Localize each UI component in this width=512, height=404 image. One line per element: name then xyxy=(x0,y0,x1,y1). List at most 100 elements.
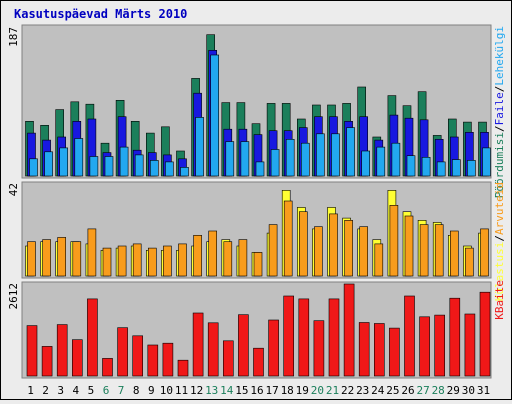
x-tick-label-day-10: 10 xyxy=(160,384,173,397)
middle-legend: Külastusi/Arvuteid xyxy=(493,182,506,301)
top-bar-pages-day-31 xyxy=(482,147,491,177)
top-bar-pages-day-23 xyxy=(361,150,371,177)
top-bar-pages-day-5 xyxy=(89,156,99,177)
x-tick-label-day-21: 21 xyxy=(326,384,339,397)
top-bar-pages-day-22 xyxy=(346,127,355,177)
x-tick-label-day-1: 1 xyxy=(27,384,34,397)
top-legend-item-3: / xyxy=(493,125,506,132)
x-tick-label-day-4: 4 xyxy=(72,384,79,397)
bottom-bar-kbytes-day-14 xyxy=(223,340,234,377)
x-tick-label-day-16: 16 xyxy=(250,384,263,397)
bottom-bar-kbytes-day-25 xyxy=(389,327,400,377)
x-tick-label-day-26: 26 xyxy=(401,384,414,397)
middle-legend-item-2: Külastusi xyxy=(493,242,506,302)
bottom-panel-max-label: 2612 xyxy=(7,283,20,310)
bottom-bar-kbytes-day-27 xyxy=(419,316,430,377)
x-tick-label-day-19: 19 xyxy=(296,384,309,397)
x-tick-label-day-6: 6 xyxy=(103,384,110,397)
middle-legend-item-0: Arvuteid xyxy=(493,182,506,235)
middle-bar-visitors-day-4 xyxy=(72,241,82,277)
bottom-bar-kbytes-day-8 xyxy=(132,335,143,377)
bottom-legend-item-0: KBaite xyxy=(493,280,506,320)
top-bar-pages-day-19 xyxy=(300,142,310,177)
x-tick-label-day-18: 18 xyxy=(281,384,294,397)
top-bar-pages-day-15 xyxy=(240,141,250,177)
x-tick-label-day-28: 28 xyxy=(432,384,445,397)
x-tick-label-day-2: 2 xyxy=(42,384,49,397)
top-bar-pages-day-17 xyxy=(270,149,280,177)
bottom-bar-kbytes-day-20 xyxy=(313,320,325,377)
middle-bar-visitors-day-31 xyxy=(480,228,489,277)
bottom-bar-kbytes-day-21 xyxy=(328,298,340,377)
x-tick-label-day-13: 13 xyxy=(205,384,218,397)
middle-bar-visitors-day-21 xyxy=(329,213,338,277)
bottom-bar-kbytes-day-9 xyxy=(147,344,159,377)
middle-bar-visitors-day-15 xyxy=(238,239,248,277)
x-tick-label-day-15: 15 xyxy=(235,384,248,397)
bottom-bar-kbytes-day-28 xyxy=(434,314,446,377)
top-legend-item-2: Faile xyxy=(493,92,506,125)
top-bar-pages-day-29 xyxy=(451,159,461,177)
top-bar-pages-day-25 xyxy=(391,142,401,177)
bottom-bar-kbytes-day-23 xyxy=(358,322,370,377)
top-bar-pages-day-14 xyxy=(225,141,235,177)
top-bar-pages-day-30 xyxy=(467,160,476,177)
middle-bar-visitors-day-1 xyxy=(27,241,36,277)
middle-bar-visitors-day-27 xyxy=(419,224,429,277)
x-tick-label-day-27: 27 xyxy=(416,384,429,397)
x-tick-label-day-12: 12 xyxy=(190,384,203,397)
bottom-bar-kbytes-day-24 xyxy=(373,323,385,377)
middle-bar-visitors-day-24 xyxy=(374,243,384,277)
middle-bar-visitors-day-14 xyxy=(223,241,233,277)
top-bar-pages-day-21 xyxy=(331,133,340,177)
top-bar-pages-day-16 xyxy=(255,161,265,177)
bottom-bar-kbytes-day-17 xyxy=(268,319,279,377)
middle-bar-visitors-day-3 xyxy=(57,237,67,277)
middle-bar-visitors-day-25 xyxy=(389,205,399,277)
top-bar-pages-day-7 xyxy=(119,146,129,177)
x-tick-label-day-23: 23 xyxy=(356,384,369,397)
middle-bar-visitors-day-18 xyxy=(283,200,293,277)
middle-bar-visitors-day-9 xyxy=(148,247,157,277)
bottom-bar-kbytes-day-22 xyxy=(343,283,355,377)
middle-bar-visitors-day-12 xyxy=(193,235,202,277)
middle-legend-item-1: / xyxy=(493,235,506,242)
top-bar-pages-day-27 xyxy=(421,157,431,177)
bottom-bar-kbytes-day-16 xyxy=(253,347,264,377)
top-panel-max-label: 187 xyxy=(7,27,20,47)
middle-bar-visitors-day-8 xyxy=(132,243,142,277)
top-bar-pages-day-12 xyxy=(195,117,204,177)
x-tick-label-day-7: 7 xyxy=(118,384,125,397)
middle-bar-visitors-day-23 xyxy=(359,226,369,277)
top-bar-pages-day-18 xyxy=(285,139,295,177)
x-tick-label-day-29: 29 xyxy=(447,384,460,397)
top-bar-pages-day-8 xyxy=(134,154,144,177)
middle-bar-visitors-day-10 xyxy=(163,245,172,277)
top-bar-pages-day-10 xyxy=(165,161,174,177)
top-legend-item-4: Pöördumisi xyxy=(493,132,506,198)
x-tick-label-day-31: 31 xyxy=(477,384,490,397)
bottom-bar-kbytes-day-5 xyxy=(87,298,98,377)
x-tick-label-day-30: 30 xyxy=(462,384,475,397)
bottom-bar-kbytes-day-29 xyxy=(449,297,461,377)
bottom-bar-kbytes-day-1 xyxy=(26,325,38,377)
x-tick-label-day-17: 17 xyxy=(265,384,278,397)
middle-bar-visitors-day-2 xyxy=(42,239,51,277)
bottom-bar-kbytes-day-6 xyxy=(102,358,113,377)
bottom-bar-kbytes-day-15 xyxy=(238,314,249,377)
bottom-bar-kbytes-day-3 xyxy=(56,324,68,377)
bottom-bar-kbytes-day-26 xyxy=(404,295,415,377)
bottom-bar-kbytes-day-13 xyxy=(207,322,219,377)
top-bar-pages-day-20 xyxy=(316,133,325,177)
bottom-bar-kbytes-day-11 xyxy=(177,359,189,377)
x-tick-label-day-5: 5 xyxy=(88,384,95,397)
middle-bar-visitors-day-30 xyxy=(465,247,474,277)
x-tick-label-day-9: 9 xyxy=(148,384,155,397)
top-bar-pages-day-4 xyxy=(74,138,84,177)
middle-bar-visitors-day-29 xyxy=(449,230,459,277)
top-bar-pages-day-6 xyxy=(104,156,114,177)
x-tick-label-day-25: 25 xyxy=(386,384,399,397)
bottom-bar-kbytes-day-2 xyxy=(41,346,53,377)
